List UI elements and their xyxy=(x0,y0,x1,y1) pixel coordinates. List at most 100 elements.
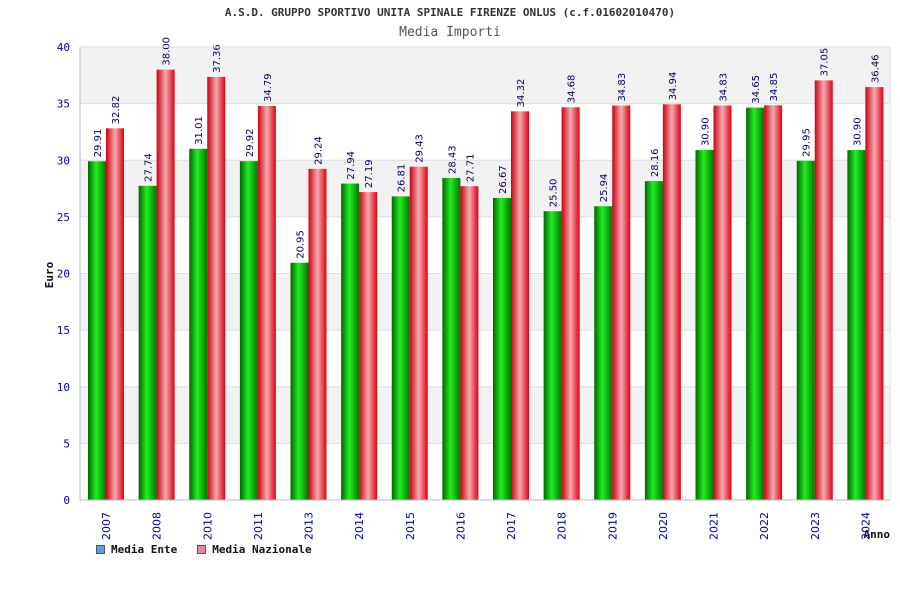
legend-swatch-media-ente xyxy=(96,545,105,554)
legend-swatch-media-nazionale xyxy=(197,545,207,554)
x-tick-label: 2020 xyxy=(657,512,670,540)
y-tick-labels: 0 5 10 15 20 25 30 35 40 xyxy=(57,41,70,507)
data-label: 32.82 xyxy=(111,96,122,125)
data-label: 34.83 xyxy=(617,73,628,102)
data-label: 27.19 xyxy=(364,159,375,188)
x-tick-label: 2023 xyxy=(809,512,822,540)
bar-media-ente-2008 xyxy=(138,185,157,501)
bar-media-ente-2020 xyxy=(644,181,663,500)
x-tick-label: 2014 xyxy=(353,512,366,540)
bar-media-nazionale-2015 xyxy=(409,166,428,500)
legend: Media Ente Media Nazionale xyxy=(96,543,312,556)
bar-media-ente-2022 xyxy=(746,107,765,501)
data-label: 26.81 xyxy=(397,164,408,193)
data-label: 29.91 xyxy=(93,129,104,158)
legend-label-media-ente: Media Ente xyxy=(111,543,178,556)
bar-media-ente-2016 xyxy=(442,178,461,500)
bar-media-ente-2010 xyxy=(189,148,208,500)
chart-subtitle: Media Importi xyxy=(399,25,501,40)
data-label: 25.50 xyxy=(549,179,560,208)
x-tick-label: 2011 xyxy=(252,512,265,540)
data-label: 29.95 xyxy=(802,128,813,157)
bar-media-ente-2019 xyxy=(594,206,613,501)
bars xyxy=(88,69,884,501)
bar-media-ente-2021 xyxy=(695,150,714,500)
x-tick-label: 2013 xyxy=(303,512,316,540)
bar-media-nazionale-2023 xyxy=(814,80,833,500)
bar-media-nazionale-2024 xyxy=(865,87,884,500)
bar-media-ente-2023 xyxy=(796,160,815,500)
x-tick-label: 2008 xyxy=(151,512,164,540)
legend-label-media-nazionale: Media Nazionale xyxy=(212,543,312,556)
data-label: 29.24 xyxy=(314,136,325,165)
y-tick-label: 20 xyxy=(57,268,70,281)
data-label: 34.65 xyxy=(751,75,762,104)
bar-media-nazionale-2020 xyxy=(662,104,681,500)
y-tick-label: 15 xyxy=(57,324,70,337)
x-tick-label: 2010 xyxy=(201,512,214,540)
y-tick-label: 10 xyxy=(57,381,70,394)
data-label: 36.46 xyxy=(870,54,881,83)
data-label: 30.90 xyxy=(852,117,863,146)
bar-media-ente-2014 xyxy=(341,183,360,500)
x-tick-label: 2007 xyxy=(100,512,113,540)
data-label: 20.95 xyxy=(296,230,307,259)
bar-media-ente-2007 xyxy=(88,161,106,500)
x-tick-label: 2022 xyxy=(758,512,771,540)
bar-media-nazionale-2014 xyxy=(359,192,378,501)
bar-media-nazionale-2010 xyxy=(207,76,226,500)
x-axis-label: Anno xyxy=(864,528,891,541)
data-label: 34.85 xyxy=(769,73,780,102)
data-label: 34.79 xyxy=(263,73,274,102)
data-label: 34.94 xyxy=(668,72,679,101)
data-label: 28.16 xyxy=(650,148,661,177)
bar-media-nazionale-2011 xyxy=(257,106,276,501)
bar-media-nazionale-2019 xyxy=(612,105,631,501)
y-tick-label: 5 xyxy=(63,437,70,450)
y-axis-label: Euro xyxy=(43,261,56,288)
y-tick-label: 35 xyxy=(57,98,70,111)
bar-media-ente-2013 xyxy=(290,262,309,500)
x-tick-labels: 2007 2008 2010 2011 2013 2014 2015 2016 2017 2018… xyxy=(100,512,872,540)
x-tick-label: 2019 xyxy=(606,512,619,540)
data-label: 27.74 xyxy=(144,153,155,182)
legend-item-media-ente: Media Ente xyxy=(96,543,177,556)
data-label: 37.36 xyxy=(212,44,223,73)
bar-media-ente-2015 xyxy=(391,196,410,500)
bar-labels: 29.91 32.82 27.74 38.00 31.01 37.36 29.92 34.79… xyxy=(93,37,881,259)
data-label: 29.43 xyxy=(415,134,426,163)
y-tick-label: 0 xyxy=(63,494,70,507)
bar-media-nazionale-2018 xyxy=(561,107,580,501)
data-label: 38.00 xyxy=(162,37,173,66)
chart-title: A.S.D. GRUPPO SPORTIVO UNITA SPINALE FIR… xyxy=(224,6,676,19)
bar-media-nazionale-2022 xyxy=(764,105,783,500)
y-tick-label: 25 xyxy=(57,211,70,224)
bar-media-nazionale-2007 xyxy=(106,128,124,500)
y-tick-label: 40 xyxy=(57,41,70,54)
x-tick-label: 2015 xyxy=(404,512,417,540)
data-label: 27.71 xyxy=(465,154,476,183)
y-tick-label: 30 xyxy=(57,154,70,167)
x-tick-label: 2021 xyxy=(708,512,721,540)
legend-item-media-nazionale: Media Nazionale xyxy=(197,543,312,556)
x-tick-label: 2016 xyxy=(454,512,467,540)
bar-media-ente-2024 xyxy=(847,150,866,500)
data-label: 34.68 xyxy=(567,75,578,104)
data-label: 26.67 xyxy=(498,165,509,194)
x-tick-label: 2017 xyxy=(505,512,518,540)
bar-media-nazionale-2008 xyxy=(156,69,175,501)
bar-media-nazionale-2017 xyxy=(511,111,529,501)
data-label: 25.94 xyxy=(599,174,610,203)
data-label: 30.90 xyxy=(701,117,712,146)
bar-media-ente-2011 xyxy=(239,161,258,500)
data-label: 37.05 xyxy=(820,48,831,77)
bar-media-nazionale-2013 xyxy=(308,168,327,500)
x-tick-label: 2018 xyxy=(556,512,569,540)
data-label: 28.43 xyxy=(447,145,458,174)
x-tick-label: 2024 xyxy=(859,512,872,540)
bar-media-nazionale-2016 xyxy=(460,186,479,500)
bar-media-nazionale-2021 xyxy=(713,105,732,501)
data-label: 27.94 xyxy=(346,151,357,180)
data-label: 34.83 xyxy=(719,73,730,102)
